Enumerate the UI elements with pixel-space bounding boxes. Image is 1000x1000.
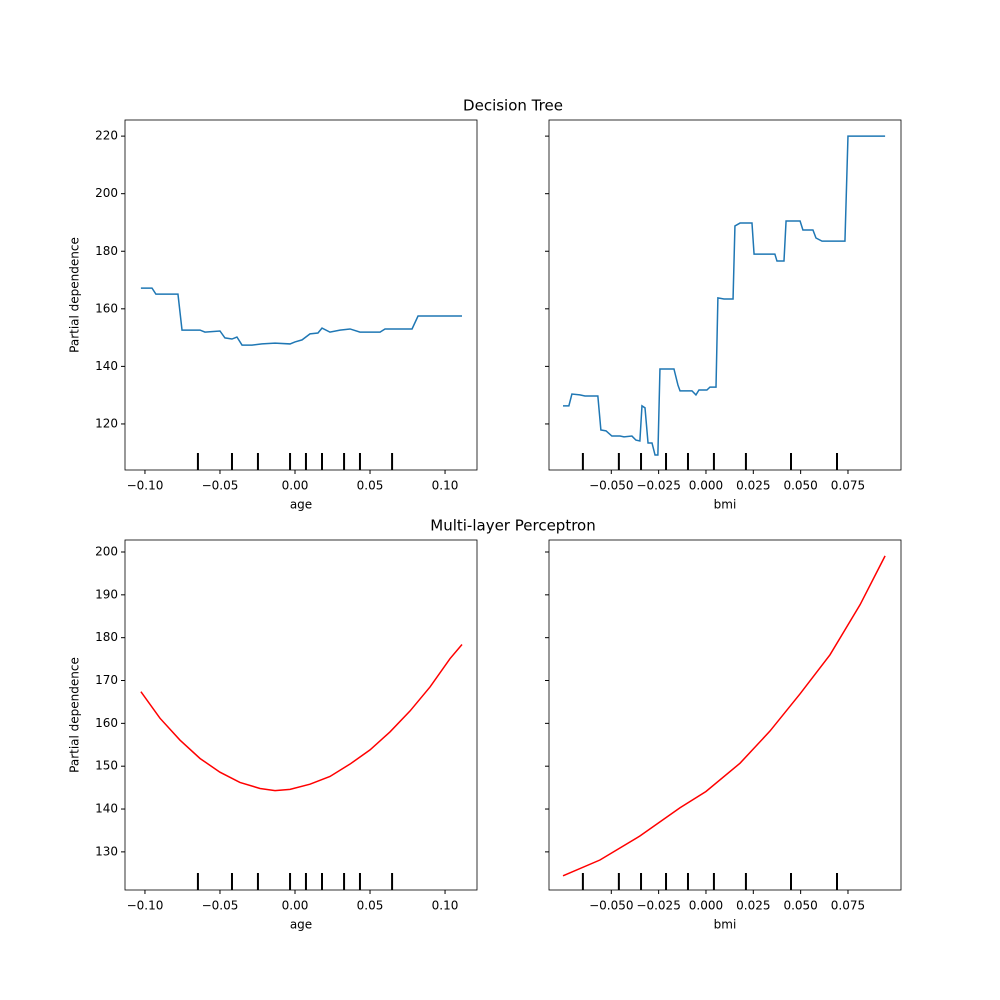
x-tick-label: 0.05 (357, 479, 384, 493)
row-title: Multi-layer Perceptron (430, 517, 595, 535)
x-axis-label: bmi (714, 918, 737, 932)
x-tick-label: −0.025 (636, 899, 680, 913)
y-tick-label: 220 (95, 129, 118, 143)
x-axis-label: bmi (714, 498, 737, 512)
x-tick-label: −0.05 (202, 899, 239, 913)
axes-frame (124, 119, 478, 471)
x-tick-label: 0.075 (831, 479, 865, 493)
x-tick-label: −0.05 (202, 479, 239, 493)
y-tick-label: 140 (95, 359, 118, 373)
axes-frame (124, 539, 478, 891)
x-tick-label: 0.000 (689, 899, 723, 913)
x-tick-label: 0.10 (432, 899, 459, 913)
y-tick-label: 180 (95, 244, 118, 258)
y-tick-label: 150 (95, 759, 118, 773)
y-axis-label: Partial dependence (68, 237, 82, 353)
x-tick-label: 0.00 (282, 899, 309, 913)
x-tick-label: 0.075 (831, 899, 865, 913)
x-axis-label: age (290, 918, 312, 932)
y-tick-label: 140 (95, 802, 118, 816)
x-tick-label: 0.05 (357, 899, 384, 913)
axes-frame (548, 539, 902, 891)
x-tick-label: 0.00 (282, 479, 309, 493)
x-tick-label: −0.025 (636, 479, 680, 493)
y-tick-label: 170 (95, 673, 118, 687)
y-tick-label: 200 (95, 544, 118, 558)
y-tick-label: 160 (95, 716, 118, 730)
x-tick-label: 0.10 (432, 479, 459, 493)
x-tick-label: −0.10 (127, 899, 164, 913)
y-tick-label: 130 (95, 844, 118, 858)
x-tick-label: −0.10 (127, 479, 164, 493)
x-tick-label: 0.025 (736, 479, 770, 493)
data-line (140, 644, 463, 792)
axes-frame (548, 119, 902, 471)
data-line (563, 135, 886, 456)
x-tick-label: 0.050 (783, 479, 817, 493)
data-line (140, 287, 462, 346)
x-tick-label: 0.050 (783, 899, 817, 913)
y-tick-label: 180 (95, 630, 118, 644)
x-axis-label: age (290, 498, 312, 512)
data-line (562, 555, 886, 877)
y-axis-label: Partial dependence (68, 657, 82, 773)
x-tick-label: −0.050 (589, 899, 633, 913)
y-tick-label: 120 (95, 416, 118, 430)
x-tick-label: 0.000 (689, 479, 723, 493)
y-tick-label: 190 (95, 587, 118, 601)
x-tick-label: −0.050 (589, 479, 633, 493)
y-tick-label: 160 (95, 301, 118, 315)
x-tick-label: 0.025 (736, 899, 770, 913)
y-tick-label: 200 (95, 186, 118, 200)
row-title: Decision Tree (463, 97, 563, 115)
